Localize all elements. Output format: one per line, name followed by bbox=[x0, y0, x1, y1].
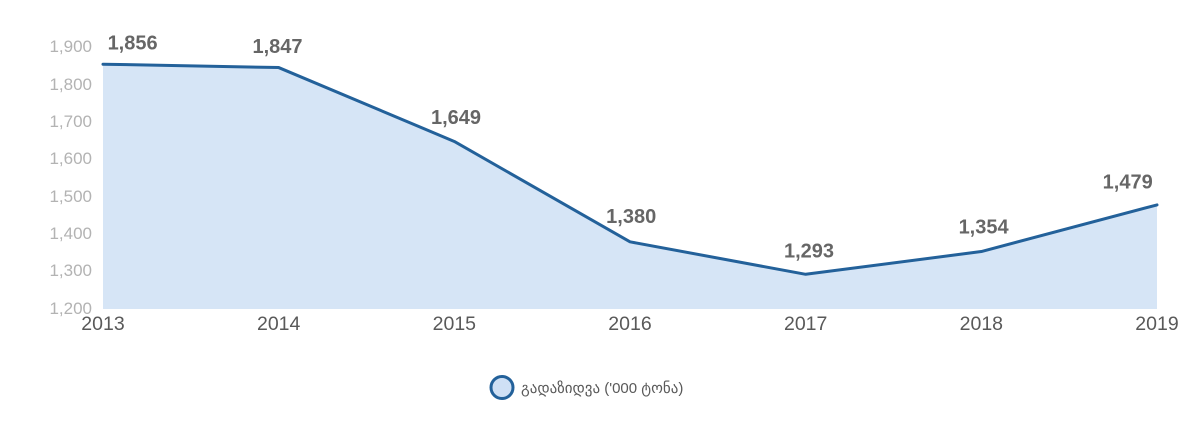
svg-text:1,900: 1,900 bbox=[49, 37, 92, 56]
svg-text:1,300: 1,300 bbox=[49, 261, 92, 280]
svg-text:1,800: 1,800 bbox=[49, 75, 92, 94]
svg-text:გადაზიდვა ('000 ტონა): გადაზიდვა ('000 ტონა) bbox=[521, 380, 683, 397]
svg-text:2014: 2014 bbox=[257, 313, 301, 335]
svg-text:1,479: 1,479 bbox=[1103, 172, 1153, 194]
svg-text:1,847: 1,847 bbox=[252, 36, 302, 58]
svg-text:1,380: 1,380 bbox=[606, 206, 656, 228]
svg-text:1,500: 1,500 bbox=[49, 187, 92, 206]
svg-text:2019: 2019 bbox=[1135, 313, 1178, 335]
svg-text:1,700: 1,700 bbox=[49, 112, 92, 131]
svg-text:2018: 2018 bbox=[960, 313, 1003, 335]
svg-text:2016: 2016 bbox=[608, 313, 651, 335]
svg-text:2015: 2015 bbox=[433, 313, 477, 335]
svg-text:2017: 2017 bbox=[784, 313, 827, 335]
svg-text:1,400: 1,400 bbox=[49, 224, 92, 243]
svg-text:1,649: 1,649 bbox=[431, 107, 481, 129]
svg-text:1,354: 1,354 bbox=[959, 217, 1010, 239]
svg-text:1,293: 1,293 bbox=[784, 241, 834, 263]
svg-text:2013: 2013 bbox=[81, 313, 124, 335]
svg-text:1,600: 1,600 bbox=[49, 149, 92, 168]
svg-text:1,856: 1,856 bbox=[108, 33, 158, 55]
